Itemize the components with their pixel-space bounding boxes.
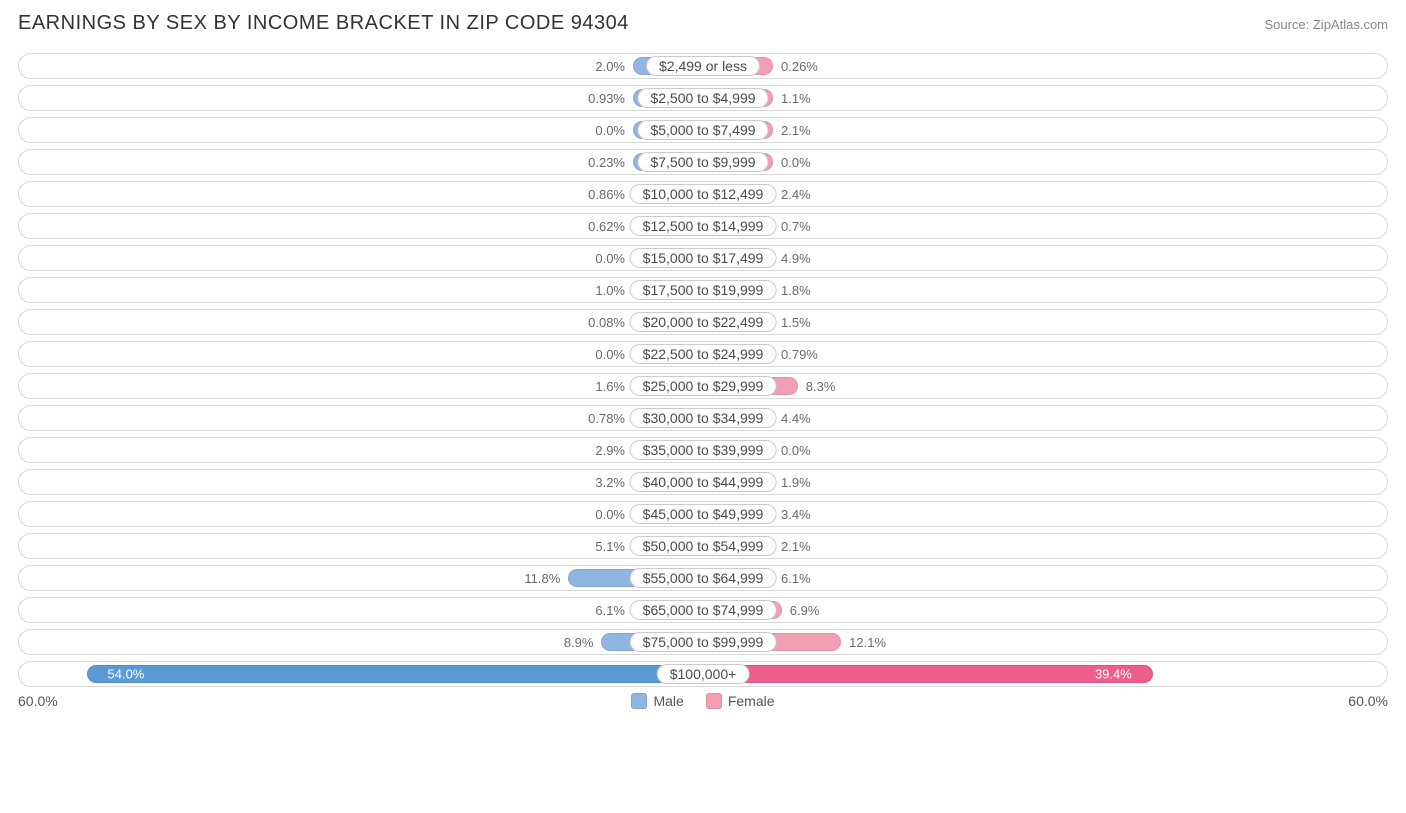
bracket-label: $55,000 to $64,999 xyxy=(630,568,777,588)
female-bar: 39.4% xyxy=(703,665,1153,683)
bracket-label: $35,000 to $39,999 xyxy=(630,440,777,460)
bar-row: 54.0% 39.4% $100,000+ xyxy=(18,661,1388,687)
bar-row: 0.0% 3.4%$45,000 to $49,999 xyxy=(18,501,1388,527)
bar-row: 2.9% 0.0%$35,000 to $39,999 xyxy=(18,437,1388,463)
bracket-label: $2,499 or less xyxy=(646,56,760,76)
bar-row: 8.9% 12.1% $75,000 to $99,999 xyxy=(18,629,1388,655)
female-value: 3.4% xyxy=(773,507,819,522)
male-bar: 54.0% xyxy=(87,665,704,683)
male-value: 0.62% xyxy=(580,219,633,234)
female-value: 1.9% xyxy=(773,475,819,490)
bar-row: 0.0% 4.9%$15,000 to $17,499 xyxy=(18,245,1388,271)
axis-right-label: 60.0% xyxy=(1348,693,1388,709)
male-value: 0.0% xyxy=(587,507,633,522)
bracket-label: $15,000 to $17,499 xyxy=(630,248,777,268)
bracket-label: $22,500 to $24,999 xyxy=(630,344,777,364)
female-value: 0.0% xyxy=(773,155,819,170)
bracket-label: $2,500 to $4,999 xyxy=(637,88,768,108)
bar-row: 6.1% 6.9% $65,000 to $74,999 xyxy=(18,597,1388,623)
legend-male: Male xyxy=(631,693,683,709)
bar-row: 0.23% 0.0% $7,500 to $9,999 xyxy=(18,149,1388,175)
female-value: 1.5% xyxy=(773,315,819,330)
bar-row: 3.2% 1.9%$40,000 to $44,999 xyxy=(18,469,1388,495)
bar-row: 11.8% 6.1%$55,000 to $64,999 xyxy=(18,565,1388,591)
female-value: 0.79% xyxy=(773,347,826,362)
male-swatch-icon xyxy=(631,693,647,709)
axis-left-label: 60.0% xyxy=(18,693,58,709)
female-value: 2.1% xyxy=(773,539,819,554)
male-value: 0.08% xyxy=(580,315,633,330)
female-value: 1.8% xyxy=(773,283,819,298)
bracket-label: $25,000 to $29,999 xyxy=(630,376,777,396)
female-value: 1.1% xyxy=(773,91,819,106)
bar-row: 2.0% 0.26% $2,499 or less xyxy=(18,53,1388,79)
male-value: 0.93% xyxy=(580,91,633,106)
male-value: 0.0% xyxy=(587,251,633,266)
male-value: 8.9% xyxy=(556,635,602,650)
bracket-label: $50,000 to $54,999 xyxy=(630,536,777,556)
legend-male-label: Male xyxy=(653,693,683,709)
chart-title: EARNINGS BY SEX BY INCOME BRACKET IN ZIP… xyxy=(18,12,629,35)
male-value: 0.78% xyxy=(580,411,633,426)
female-value: 8.3% xyxy=(798,379,844,394)
female-value: 6.1% xyxy=(773,571,819,586)
bar-row: 0.0% 0.79%$22,500 to $24,999 xyxy=(18,341,1388,367)
male-value: 3.2% xyxy=(587,475,633,490)
bracket-label: $12,500 to $14,999 xyxy=(630,216,777,236)
male-value: 0.0% xyxy=(587,347,633,362)
bracket-label: $100,000+ xyxy=(657,664,750,684)
bar-row: 0.62% 0.7%$12,500 to $14,999 xyxy=(18,213,1388,239)
bracket-label: $10,000 to $12,499 xyxy=(630,184,777,204)
male-value: 0.86% xyxy=(580,187,633,202)
bracket-label: $5,000 to $7,499 xyxy=(637,120,768,140)
bar-row: 5.1% 2.1%$50,000 to $54,999 xyxy=(18,533,1388,559)
female-value: 0.7% xyxy=(773,219,819,234)
female-value: 12.1% xyxy=(841,635,894,650)
female-value: 4.4% xyxy=(773,411,819,426)
bar-row: 0.86% 2.4%$10,000 to $12,499 xyxy=(18,181,1388,207)
source-attr: Source: ZipAtlas.com xyxy=(1264,17,1388,32)
bar-row: 0.0% 2.1% $5,000 to $7,499 xyxy=(18,117,1388,143)
legend-female-label: Female xyxy=(728,693,775,709)
female-value: 2.4% xyxy=(773,187,819,202)
male-value: 0.23% xyxy=(580,155,633,170)
legend-female: Female xyxy=(706,693,775,709)
female-value: 6.9% xyxy=(782,603,828,618)
bar-row: 0.93% 1.1% $2,500 to $4,999 xyxy=(18,85,1388,111)
bracket-label: $45,000 to $49,999 xyxy=(630,504,777,524)
male-value: 54.0% xyxy=(100,667,153,682)
male-value: 2.9% xyxy=(587,443,633,458)
male-value: 1.0% xyxy=(587,283,633,298)
bracket-label: $75,000 to $99,999 xyxy=(630,632,777,652)
male-value: 2.0% xyxy=(587,59,633,74)
bar-row: 0.08% 1.5%$20,000 to $22,499 xyxy=(18,309,1388,335)
female-value: 0.26% xyxy=(773,59,826,74)
bar-row: 1.0% 1.8%$17,500 to $19,999 xyxy=(18,277,1388,303)
bracket-label: $65,000 to $74,999 xyxy=(630,600,777,620)
bar-row: 0.78% 4.4%$30,000 to $34,999 xyxy=(18,405,1388,431)
female-value: 39.4% xyxy=(1087,667,1140,682)
male-value: 5.1% xyxy=(587,539,633,554)
bracket-label: $40,000 to $44,999 xyxy=(630,472,777,492)
male-value: 0.0% xyxy=(587,123,633,138)
diverging-bar-chart: 2.0% 0.26% $2,499 or less 0.93% 1.1% $2,500 t… xyxy=(18,53,1388,687)
male-value: 6.1% xyxy=(587,603,633,618)
bracket-label: $30,000 to $34,999 xyxy=(630,408,777,428)
legend: Male Female xyxy=(58,693,1349,709)
female-value: 0.0% xyxy=(773,443,819,458)
female-value: 4.9% xyxy=(773,251,819,266)
male-value: 11.8% xyxy=(516,571,568,586)
bar-row: 1.6% 8.3% $25,000 to $29,999 xyxy=(18,373,1388,399)
female-value: 2.1% xyxy=(773,123,819,138)
bracket-label: $20,000 to $22,499 xyxy=(630,312,777,332)
bracket-label: $7,500 to $9,999 xyxy=(637,152,768,172)
female-swatch-icon xyxy=(706,693,722,709)
bracket-label: $17,500 to $19,999 xyxy=(630,280,777,300)
male-value: 1.6% xyxy=(587,379,633,394)
